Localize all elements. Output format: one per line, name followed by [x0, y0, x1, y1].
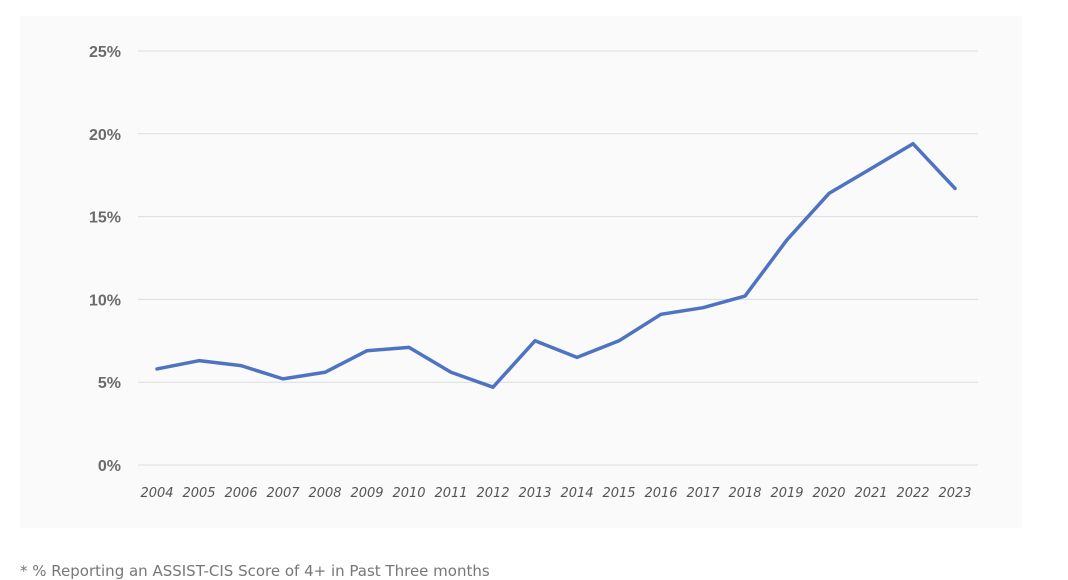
x-axis-ticks: 2004 2005 2006 2007 2008 2009 2010 2011 2012 2013…	[140, 486, 971, 501]
data-point	[617, 339, 621, 343]
data-point	[239, 364, 243, 368]
y-tick-label: 25%	[89, 44, 121, 61]
grid-layer	[138, 50, 978, 466]
data-point	[323, 370, 327, 374]
data-point	[827, 191, 831, 195]
x-tick-label: 2015	[602, 486, 635, 501]
data-point	[911, 142, 915, 146]
data-point	[197, 359, 201, 363]
data-point	[575, 355, 579, 359]
data-point	[743, 294, 747, 298]
x-tick-label: 2020	[812, 486, 845, 501]
x-tick-label: 2019	[770, 486, 803, 501]
x-tick-label: 2009	[350, 486, 383, 501]
y-tick-label: 15%	[89, 210, 121, 227]
x-tick-label: 2022	[896, 486, 929, 501]
series-layer	[155, 141, 957, 389]
x-tick-label: 2013	[518, 486, 551, 501]
x-tick-label: 2021	[854, 486, 887, 501]
data-point	[281, 377, 285, 381]
x-tick-label: 2012	[476, 486, 509, 501]
x-tick-label: 2016	[644, 486, 677, 501]
data-point	[953, 186, 957, 190]
data-point	[701, 306, 705, 310]
x-tick-label: 2014	[560, 486, 593, 501]
x-tick-label: 2004	[140, 486, 173, 501]
x-tick-label: 2006	[224, 486, 257, 501]
data-point	[407, 345, 411, 349]
data-point	[491, 385, 495, 389]
data-point	[659, 312, 663, 316]
footnote: * % Reporting an ASSIST-CIS Score of 4+ …	[20, 562, 490, 580]
x-tick-label: 2011	[434, 486, 467, 501]
x-tick-label: 2017	[686, 486, 720, 501]
data-point	[533, 339, 537, 343]
data-point	[155, 367, 159, 371]
series-line	[155, 141, 957, 389]
y-tick-label: 0%	[98, 458, 121, 475]
y-axis-ticks: 0% 5% 10% 15% 20% 25%	[89, 44, 121, 475]
x-tick-label: 2018	[728, 486, 761, 501]
y-tick-label: 10%	[89, 292, 121, 309]
x-tick-label: 2007	[266, 486, 300, 501]
x-tick-label: 2010	[392, 486, 425, 501]
chart-panel	[20, 16, 1022, 528]
data-point	[365, 349, 369, 353]
data-point	[785, 238, 789, 242]
data-point	[869, 167, 873, 171]
x-tick-label: 2008	[308, 486, 341, 501]
y-tick-label: 20%	[89, 127, 121, 144]
y-tick-label: 5%	[98, 375, 121, 392]
data-point	[449, 370, 453, 374]
line-chart: 0%5%10%15%20%25% 2004 2005 2006 2007 2008 200…	[89, 44, 978, 501]
x-tick-label: 2023	[938, 486, 971, 501]
x-tick-label: 2005	[182, 486, 215, 501]
